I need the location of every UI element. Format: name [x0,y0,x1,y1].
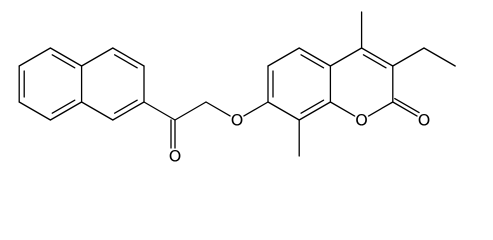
page: {"atom_labels": ["O", "O", "O", "O"]} OO… [18,11,456,166]
bond [267,101,300,121]
bond [49,101,83,121]
bond [205,101,231,117]
bond [143,101,176,121]
bond [49,47,83,67]
bond [423,47,456,67]
bond [112,47,145,67]
bond [18,47,52,67]
atom-label: O [355,111,368,130]
bond [80,47,114,67]
bond [392,47,425,67]
double-bond-line [300,54,325,69]
bond [18,101,52,121]
bond [329,47,363,67]
bond [243,101,269,117]
bond [329,101,356,117]
atom-label: O [169,147,182,166]
bond [174,101,207,121]
double-bond-line [113,99,138,114]
double-bond-line [51,54,76,69]
bond [360,47,394,67]
bond [298,101,332,121]
atom-label: O [231,111,244,130]
double-bond-line [362,54,387,69]
double-bond-line [113,54,138,69]
molecule-diagram: O O O O [18,11,456,166]
bond [112,101,145,121]
bond [267,47,300,67]
bond [80,101,114,121]
double-bond-line [51,99,76,114]
atom-label: O [418,111,431,130]
bond [367,101,394,117]
bond [392,101,418,117]
bond [298,47,332,67]
double-bond-line [300,99,325,114]
double-bond-line [394,97,420,114]
